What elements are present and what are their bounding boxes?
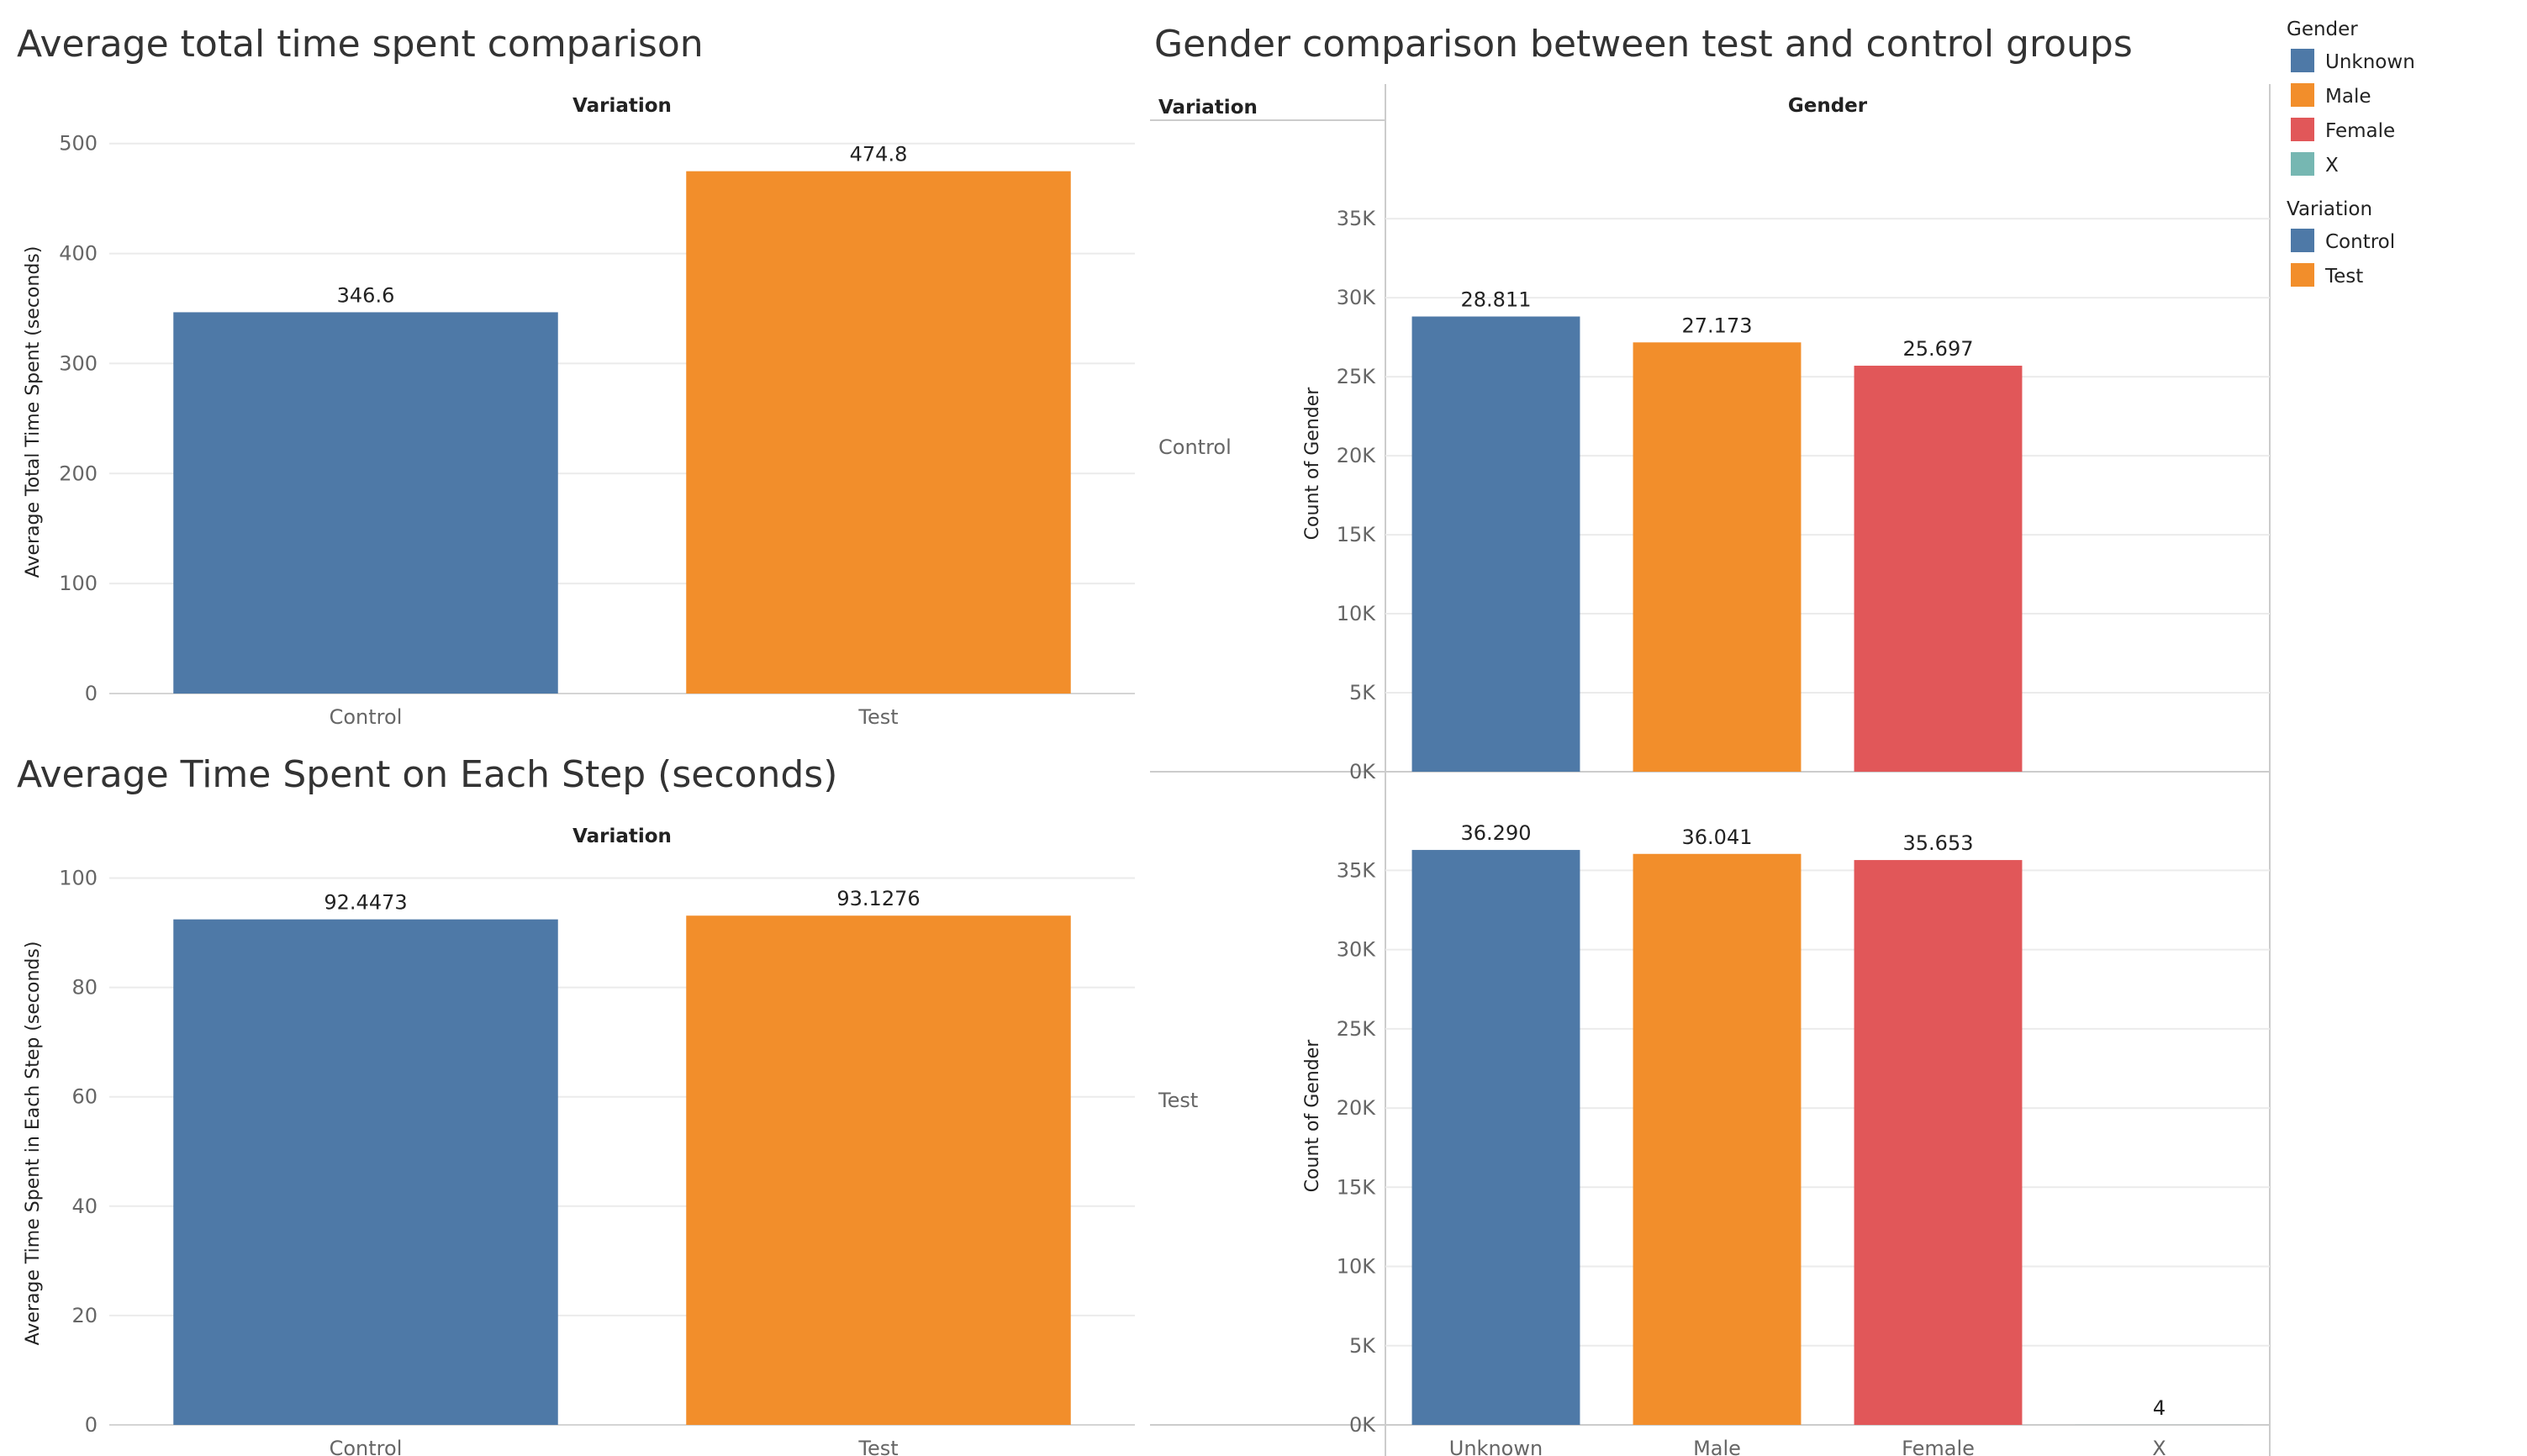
y-tick-label: 15K: [1337, 1175, 1377, 1199]
y-tick-label: 0K: [1349, 760, 1376, 783]
y-tick-label: 0K: [1349, 1413, 1376, 1437]
legend-item-label[interactable]: Control: [2325, 231, 2395, 253]
bar-control-male[interactable]: [1633, 342, 1802, 772]
y-tick-label: 5K: [1349, 681, 1376, 704]
y-tick-label: 10K: [1337, 602, 1377, 625]
x-tick-label: Control: [330, 705, 403, 729]
y-tick-label: 15K: [1337, 523, 1377, 546]
legend-item-label[interactable]: Female: [2325, 120, 2395, 142]
y-axis-label: Average Time Spent in Each Step (seconds…: [23, 942, 44, 1346]
y-tick-label: 0: [85, 1413, 98, 1437]
y-tick-label: 25K: [1337, 1017, 1377, 1041]
bar-value-label: 27.173: [1682, 314, 1753, 337]
y-tick-label: 400: [59, 242, 98, 266]
x-tick-label: Male: [1693, 1437, 1741, 1456]
y-tick-label: 25K: [1337, 365, 1377, 388]
x-tick-label: Female: [1902, 1437, 1975, 1456]
y-tick-label: 20: [71, 1304, 98, 1327]
bar-test-unknown[interactable]: [1411, 850, 1580, 1425]
y-axis-label: Count of Gender: [1302, 387, 1323, 541]
y-tick-label: 30K: [1337, 286, 1377, 309]
y-tick-label: 300: [59, 351, 98, 375]
legend: Gender Unknown Male Female X Variation Control…: [2287, 18, 2415, 288]
chart-gender: Variation Gender Control Count of Gender 0K 5…: [1150, 84, 2271, 1456]
bar-control-female[interactable]: [1854, 366, 2023, 772]
y-tick-label: 80: [71, 976, 98, 1000]
bar-value-label: 93.1276: [836, 887, 920, 910]
bar-control[interactable]: [173, 312, 558, 694]
y-axis-label: Average Total Time Spent (seconds): [23, 246, 44, 578]
row-label: Control: [1158, 435, 1232, 459]
bar-control[interactable]: [173, 919, 558, 1425]
y-tick-label: 100: [59, 867, 98, 890]
column-header: Variation: [572, 826, 672, 847]
chart-title: Average Time Spent on Each Step (seconds…: [17, 753, 837, 796]
bar-value-label: 4: [2153, 1396, 2166, 1420]
bar-value-label: 474.8: [850, 143, 908, 166]
bar-value-label: 92.4473: [324, 891, 407, 915]
column-header: Variation: [572, 95, 672, 117]
chart-total-time: 0 100 200 300 400 500 Average Total Time Spent…: [23, 132, 1135, 729]
y-tick-label: 30K: [1337, 938, 1377, 962]
chart-title: Average total time spent comparison: [17, 23, 704, 66]
row-label: Test: [1158, 1089, 1198, 1112]
y-tick-label: 0: [85, 682, 98, 705]
y-tick-label: 5K: [1349, 1334, 1376, 1358]
x-tick-label: Control: [330, 1437, 403, 1456]
y-tick-label: 35K: [1337, 207, 1377, 230]
y-axis-label: Count of Gender: [1302, 1039, 1323, 1193]
y-tick-label: 500: [59, 132, 98, 156]
legend-swatch[interactable]: [2291, 152, 2314, 176]
bar-test[interactable]: [686, 171, 1071, 694]
x-tick-label: X: [2152, 1437, 2166, 1456]
y-tick-label: 40: [71, 1195, 98, 1218]
x-tick-label: Test: [857, 705, 898, 729]
legend-swatch[interactable]: [2291, 229, 2314, 252]
legend-title: Gender: [2287, 18, 2358, 40]
bar-value-label: 35.653: [1903, 831, 1974, 855]
x-tick-label: Unknown: [1449, 1437, 1543, 1456]
row-header: Variation: [1158, 97, 1258, 119]
y-tick-label: 10K: [1337, 1255, 1377, 1279]
chart-title: Gender comparison between test and contr…: [1154, 23, 2133, 66]
bar-value-label: 36.041: [1682, 826, 1753, 849]
legend-swatch[interactable]: [2291, 83, 2314, 107]
bar-test-male[interactable]: [1633, 853, 1802, 1425]
bar-value-label: 25.697: [1903, 337, 1974, 361]
bar-value-label: 346.6: [337, 283, 395, 307]
y-tick-label: 20K: [1337, 1096, 1377, 1120]
y-tick-label: 200: [59, 462, 98, 485]
bar-control-unknown[interactable]: [1411, 316, 1580, 772]
column-header: Gender: [1788, 95, 1868, 117]
legend-item-label[interactable]: Test: [2324, 266, 2363, 288]
y-tick-label: 35K: [1337, 858, 1377, 882]
legend-item-label[interactable]: Male: [2325, 86, 2371, 108]
legend-swatch[interactable]: [2291, 118, 2314, 141]
y-tick-label: 60: [71, 1085, 98, 1109]
bar-value-label: 28.811: [1461, 288, 1532, 312]
chart-step-time: 0 20 40 60 80 100 Average Time Spent in Each S…: [23, 867, 1135, 1456]
legend-title: Variation: [2287, 198, 2372, 220]
bar-test-female[interactable]: [1854, 860, 2023, 1425]
legend-swatch[interactable]: [2291, 263, 2314, 287]
legend-swatch[interactable]: [2291, 49, 2314, 72]
legend-item-label[interactable]: Unknown: [2325, 51, 2415, 73]
bar-test[interactable]: [686, 915, 1071, 1425]
legend-item-label[interactable]: X: [2325, 155, 2339, 177]
y-tick-label: 100: [59, 572, 98, 595]
y-tick-label: 20K: [1337, 444, 1377, 467]
x-tick-label: Test: [857, 1437, 898, 1456]
bar-value-label: 36.290: [1461, 821, 1532, 845]
